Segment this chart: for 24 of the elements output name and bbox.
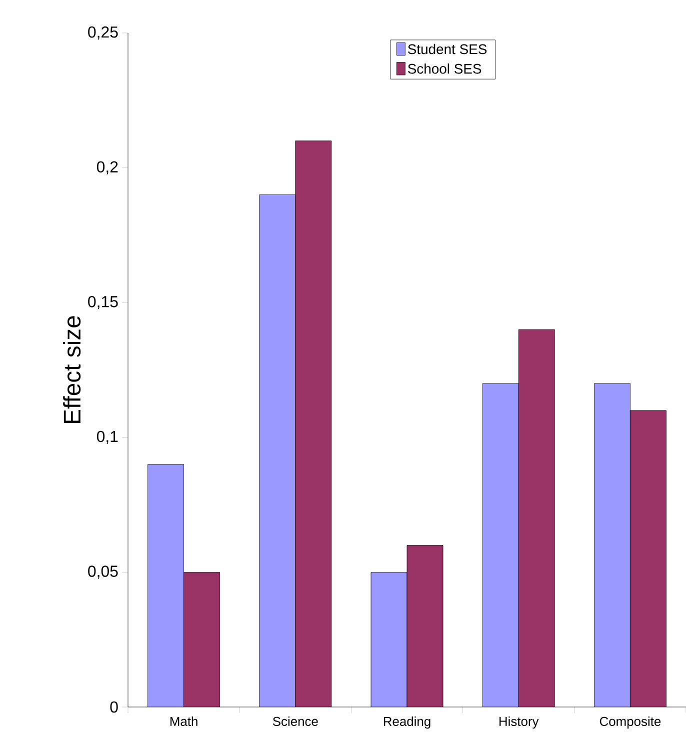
y-tick-label: 0 (110, 701, 118, 713)
bar (371, 572, 408, 707)
bar (482, 383, 519, 707)
y-tick-label: 0,05 (88, 566, 118, 579)
y-tick-label: 0,15 (88, 296, 118, 310)
y-axis-title: Effect size (63, 316, 81, 423)
bar (184, 572, 220, 707)
bar (148, 464, 184, 707)
x-tick-label: Reading (384, 716, 430, 729)
x-tick-label: Math (170, 716, 198, 726)
y-tick-label: 0,2 (96, 161, 118, 174)
bar (518, 330, 555, 707)
y-tick-label: 0,25 (88, 26, 118, 40)
bar (630, 410, 666, 707)
y-tick-label: 0,1 (96, 430, 118, 444)
bar (407, 545, 444, 707)
legend-label: School SES (408, 64, 482, 74)
x-tick-label: Composite (600, 716, 661, 729)
legend-label: Student SES (408, 44, 487, 54)
x-tick-label: Science (272, 716, 318, 726)
bar (259, 194, 296, 707)
bar (295, 140, 332, 707)
bar (594, 383, 630, 707)
x-tick-label: History (500, 716, 539, 729)
